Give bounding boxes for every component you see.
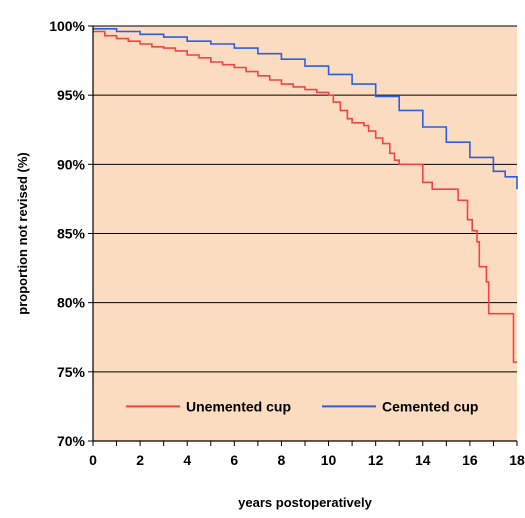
y-axis-ticks: 70% 75% 80% 85% 90% 95% 100% <box>49 18 93 449</box>
y-tick-label: 100% <box>49 18 85 34</box>
series-line-uncemented <box>93 30 517 363</box>
x-tick-label: 4 <box>183 452 191 468</box>
legend-label: Cemented cup <box>382 398 478 414</box>
x-tick-label: 2 <box>136 452 144 468</box>
x-tick-label: 14 <box>415 452 431 468</box>
y-tick-label: 75% <box>57 364 86 380</box>
y-tick-label: 80% <box>57 295 86 311</box>
legend: Unemented cup Cemented cup <box>126 398 478 414</box>
x-tick-label: 18 <box>509 452 525 468</box>
grid-lines <box>93 25 517 373</box>
legend-label: Unemented cup <box>186 398 291 414</box>
y-tick-label: 90% <box>57 156 86 172</box>
x-tick-label: 0 <box>89 452 97 468</box>
x-tick-label: 16 <box>462 452 478 468</box>
x-tick-label: 10 <box>321 452 337 468</box>
x-axis-ticks: 0 2 4 6 8 10 12 14 16 18 <box>89 441 525 468</box>
y-tick-label: 70% <box>57 433 86 449</box>
x-tick-label: 8 <box>278 452 286 468</box>
y-tick-label: 95% <box>57 87 86 103</box>
x-axis-title: years postoperatively <box>238 495 372 510</box>
x-tick-label: 6 <box>230 452 238 468</box>
x-tick-label: 12 <box>368 452 384 468</box>
y-axis-title: proportion not revised (%) <box>15 152 30 315</box>
y-tick-label: 85% <box>57 226 86 242</box>
series-layer <box>93 28 518 363</box>
series-line-cemented <box>93 28 518 190</box>
